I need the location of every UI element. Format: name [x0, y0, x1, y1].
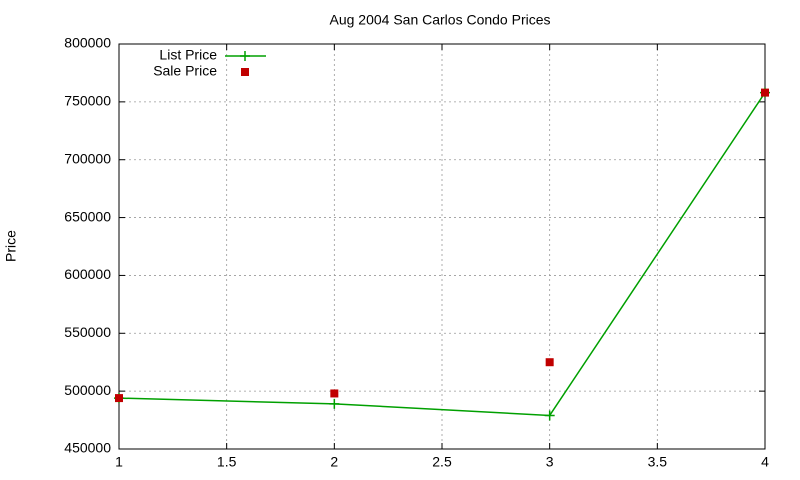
- y-tick-label: 650000: [64, 208, 111, 224]
- x-tick-label: 1: [115, 454, 123, 470]
- legend-label: List Price: [159, 47, 217, 63]
- legend-marker: [241, 68, 249, 76]
- y-tick-label: 750000: [64, 93, 111, 109]
- y-tick-label: 600000: [64, 266, 111, 282]
- legend-marker: [240, 51, 250, 61]
- data-point: [545, 358, 554, 367]
- legend-label: Sale Price: [153, 63, 217, 79]
- x-tick-label: 3.5: [648, 454, 668, 470]
- series-line: [118, 92, 766, 417]
- y-tick-label: 700000: [64, 150, 111, 166]
- x-tick-label: 2: [330, 454, 338, 470]
- data-point: [330, 389, 339, 398]
- data-point: [329, 398, 340, 409]
- data-point: [544, 410, 555, 421]
- y-tick-label: 550000: [64, 324, 111, 340]
- chart-title: Aug 2004 San Carlos Condo Prices: [329, 12, 550, 28]
- y-tick-label: 500000: [64, 382, 111, 398]
- y-tick-label: 800000: [64, 35, 111, 51]
- x-tick-label: 1.5: [217, 454, 237, 470]
- x-tick-label: 2.5: [432, 454, 452, 470]
- x-tick-label: 4: [761, 454, 769, 470]
- plot-frame: [118, 43, 766, 450]
- y-tick-label: 450000: [64, 440, 111, 456]
- y-axis-label: Price: [3, 230, 19, 262]
- data-point: [761, 88, 769, 97]
- x-tick-label: 3: [546, 454, 554, 470]
- data-point: [115, 394, 123, 403]
